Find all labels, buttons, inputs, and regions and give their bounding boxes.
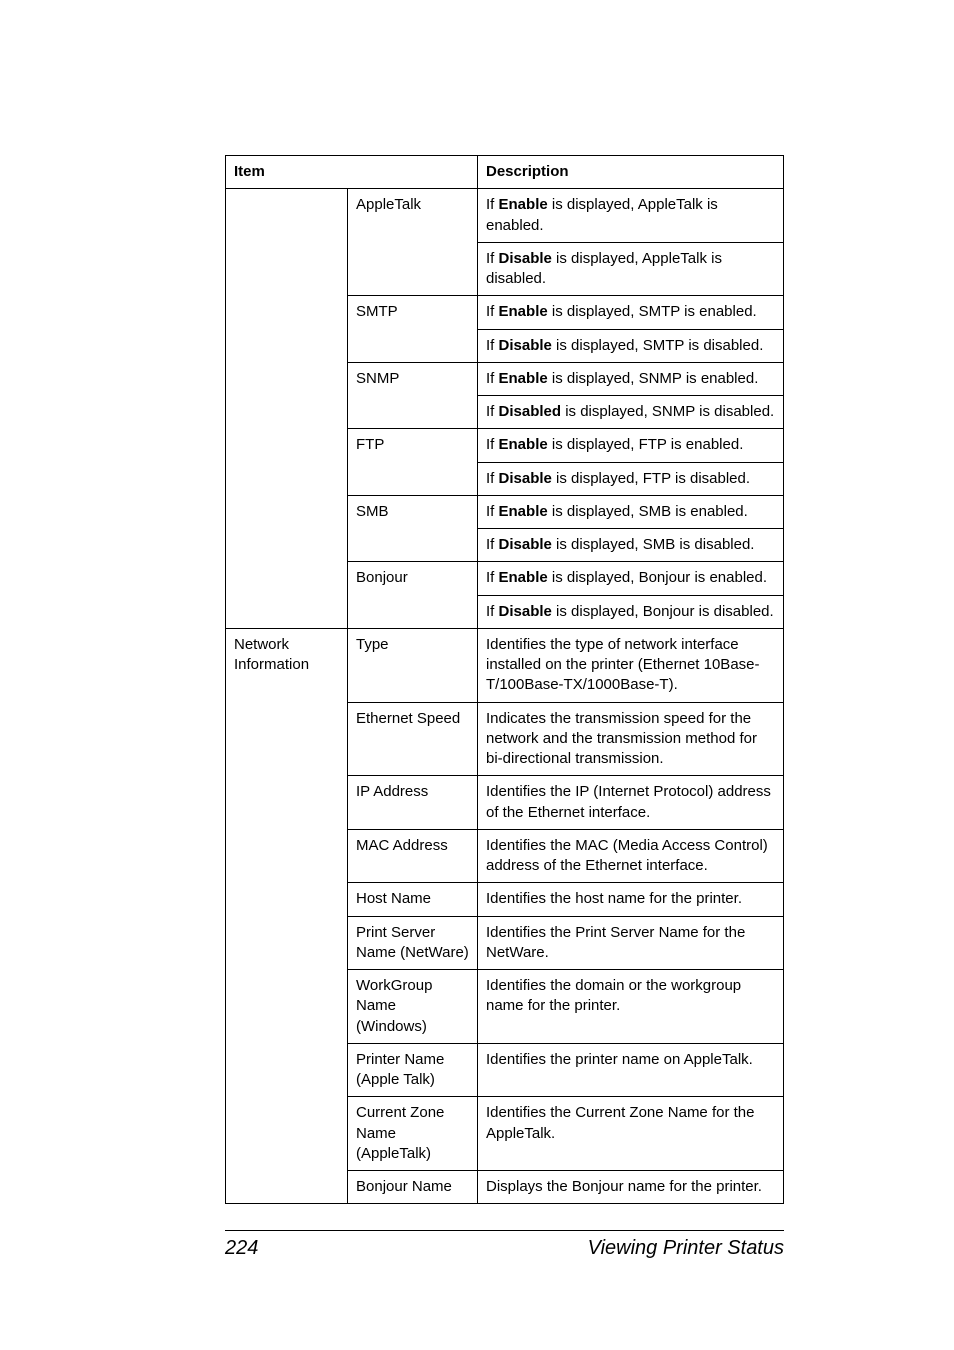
cell-description: Identifies the IP (Internet Protocol) ad… (478, 776, 784, 830)
page-footer: 224 Viewing Printer Status (225, 1230, 784, 1260)
bold-text: Disable (499, 250, 552, 267)
table-row: Network InformationTypeIdentifies the ty… (226, 628, 784, 702)
cell-item (226, 189, 348, 243)
cell-description: Identifies the domain or the workgroup n… (478, 970, 784, 1044)
cell-subitem: WorkGroup Name (Windows) (348, 970, 478, 1044)
specs-table: Item Description AppleTalkIf Enable is d… (225, 155, 784, 1204)
cell-description: Identifies the host name for the printer… (478, 883, 784, 916)
cell-description: Identifies the printer name on AppleTalk… (478, 1043, 784, 1097)
cell-subitem: SMB (348, 495, 478, 562)
table-row: If Disable is displayed, Bonjour is disa… (226, 595, 784, 628)
cell-item (226, 429, 348, 462)
bold-text: Enable (499, 436, 548, 453)
bold-text: Enable (499, 303, 548, 320)
cell-description: Displays the Bonjour name for the printe… (478, 1171, 784, 1204)
bold-text: Enable (499, 569, 548, 586)
cell-description: If Enable is displayed, Bonjour is enabl… (478, 562, 784, 595)
cell-subitem: Bonjour (348, 562, 478, 629)
cell-description: Identifies the MAC (Media Access Control… (478, 829, 784, 883)
header-desc: Description (478, 156, 784, 189)
cell-description: If Disabled is displayed, SNMP is disabl… (478, 396, 784, 429)
cell-description: If Disable is displayed, Bonjour is disa… (478, 595, 784, 628)
table-header-row: Item Description (226, 156, 784, 189)
cell-description: If Disable is displayed, AppleTalk is di… (478, 242, 784, 296)
table-row: SNMPIf Enable is displayed, SNMP is enab… (226, 362, 784, 395)
table-row: If Disabled is displayed, SNMP is disabl… (226, 396, 784, 429)
cell-description: If Enable is displayed, AppleTalk is ena… (478, 189, 784, 243)
cell-subitem: Bonjour Name (348, 1171, 478, 1204)
cell-description: Indicates the transmission speed for the… (478, 702, 784, 776)
cell-description: Identifies the type of network interface… (478, 628, 784, 702)
cell-item (226, 529, 348, 562)
table-row: If Disable is displayed, FTP is disabled… (226, 462, 784, 495)
table-row: If Disable is displayed, AppleTalk is di… (226, 242, 784, 296)
cell-description: If Disable is displayed, FTP is disabled… (478, 462, 784, 495)
cell-item (226, 595, 348, 628)
cell-subitem: Printer Name (Apple Talk) (348, 1043, 478, 1097)
table-row: FTPIf Enable is displayed, FTP is enable… (226, 429, 784, 462)
footer-title: Viewing Printer Status (588, 1237, 784, 1260)
cell-subitem: AppleTalk (348, 189, 478, 296)
cell-subitem: Print Server Name (NetWare) (348, 916, 478, 970)
cell-subitem: Type (348, 628, 478, 702)
bold-text: Disable (499, 470, 552, 487)
cell-description: Identifies the Current Zone Name for the… (478, 1097, 784, 1171)
bold-text: Disable (499, 603, 552, 620)
cell-item (226, 562, 348, 595)
cell-subitem: MAC Address (348, 829, 478, 883)
table-body: AppleTalkIf Enable is displayed, AppleTa… (226, 189, 784, 1204)
cell-description: If Enable is displayed, SMB is enabled. (478, 495, 784, 528)
table-row: BonjourIf Enable is displayed, Bonjour i… (226, 562, 784, 595)
table-row: If Disable is displayed, SMTP is disable… (226, 329, 784, 362)
cell-item (226, 242, 348, 296)
cell-description: If Disable is displayed, SMTP is disable… (478, 329, 784, 362)
cell-subitem: SMTP (348, 296, 478, 363)
cell-subitem: FTP (348, 429, 478, 496)
cell-description: If Enable is displayed, SMTP is enabled. (478, 296, 784, 329)
cell-subitem: Ethernet Speed (348, 702, 478, 776)
cell-description: Identifies the Print Server Name for the… (478, 916, 784, 970)
cell-item (226, 396, 348, 429)
page: Item Description AppleTalkIf Enable is d… (0, 0, 954, 1350)
page-number: 224 (225, 1237, 258, 1260)
cell-subitem: IP Address (348, 776, 478, 830)
bold-text: Enable (499, 503, 548, 520)
cell-subitem: Host Name (348, 883, 478, 916)
header-item: Item (226, 156, 478, 189)
cell-description: If Enable is displayed, SNMP is enabled. (478, 362, 784, 395)
cell-description: If Enable is displayed, FTP is enabled. (478, 429, 784, 462)
cell-item: Network Information (226, 628, 348, 1204)
table-row: AppleTalkIf Enable is displayed, AppleTa… (226, 189, 784, 243)
table-row: SMTPIf Enable is displayed, SMTP is enab… (226, 296, 784, 329)
cell-subitem: SNMP (348, 362, 478, 429)
table-row: If Disable is displayed, SMB is disabled… (226, 529, 784, 562)
cell-item (226, 296, 348, 329)
cell-item (226, 329, 348, 362)
cell-subitem: Current Zone Name (AppleTalk) (348, 1097, 478, 1171)
bold-text: Disabled (499, 403, 562, 420)
table-row: SMBIf Enable is displayed, SMB is enable… (226, 495, 784, 528)
bold-text: Enable (499, 196, 548, 213)
cell-item (226, 495, 348, 528)
bold-text: Disable (499, 337, 552, 354)
bold-text: Enable (499, 370, 548, 387)
cell-item (226, 462, 348, 495)
cell-item (226, 362, 348, 395)
cell-description: If Disable is displayed, SMB is disabled… (478, 529, 784, 562)
bold-text: Disable (499, 536, 552, 553)
